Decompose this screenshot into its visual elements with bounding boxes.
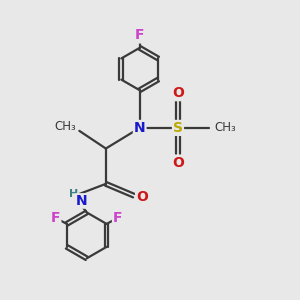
Text: F: F — [135, 28, 144, 43]
Text: O: O — [172, 156, 184, 170]
Text: N: N — [134, 121, 146, 135]
Text: CH₃: CH₃ — [54, 120, 76, 133]
Text: O: O — [136, 190, 148, 204]
Text: CH₃: CH₃ — [214, 122, 236, 134]
Text: H: H — [69, 189, 78, 199]
Text: O: O — [172, 86, 184, 100]
Text: F: F — [51, 211, 60, 225]
Text: N: N — [76, 194, 87, 208]
Text: F: F — [113, 211, 122, 225]
Text: S: S — [173, 121, 183, 135]
